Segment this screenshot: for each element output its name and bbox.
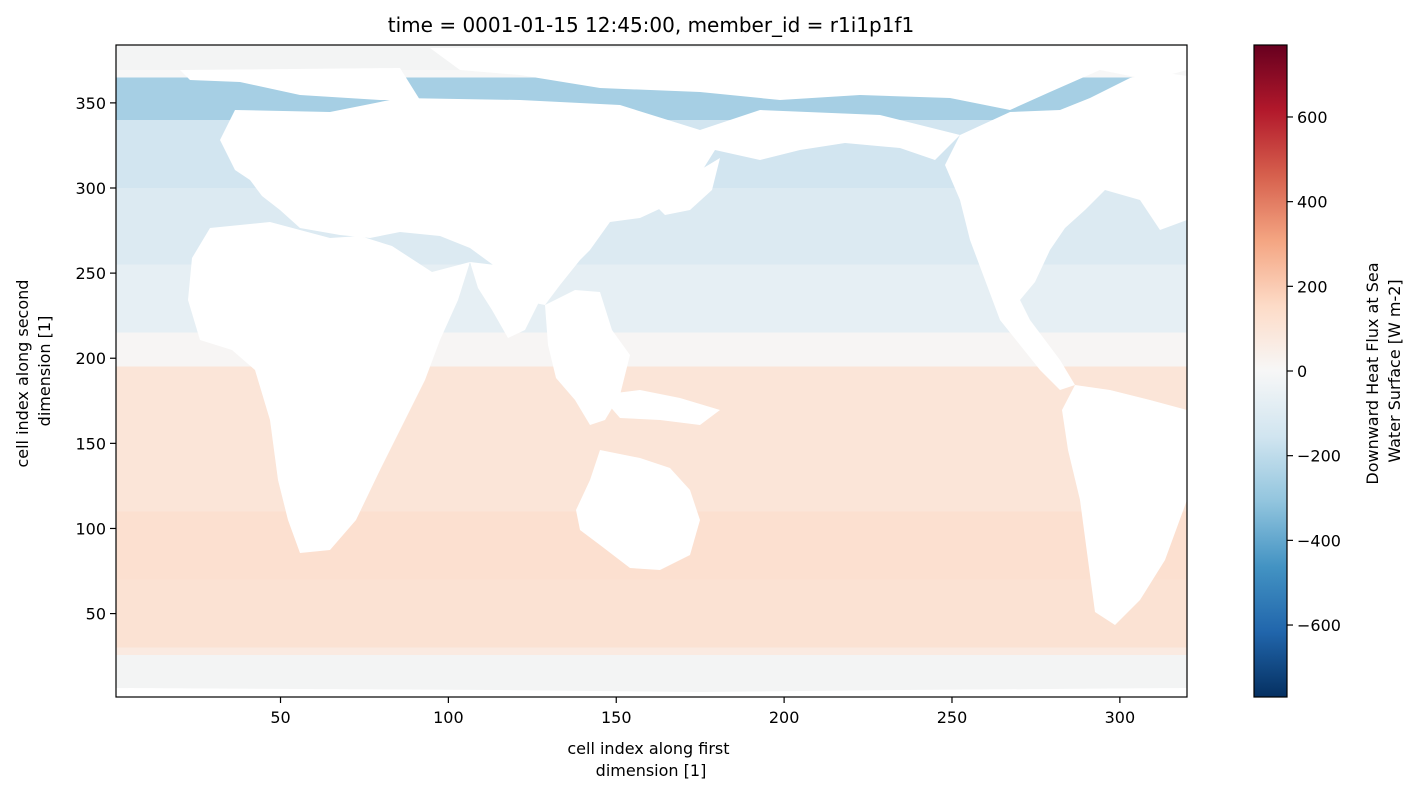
land-india (470, 262, 540, 338)
y-axis-label: cell index along second dimension [1] (13, 274, 54, 467)
plot-area (116, 45, 1187, 697)
chart-title: time = 0001-01-15 12:45:00, member_id = … (388, 13, 914, 37)
x-tick-label: 50 (270, 708, 290, 727)
colorbar-tick-label: 0 (1297, 362, 1307, 381)
y-axis-label-line-2: dimension [1] (35, 316, 54, 427)
y-tick-label: 150 (75, 434, 106, 453)
x-tick-label: 250 (937, 708, 968, 727)
colorbar-tick-label: 600 (1297, 108, 1328, 127)
land-north-polar (180, 68, 420, 100)
land-japan (650, 158, 720, 215)
colorbar-ticks: −600 −400 −200 0 200 400 600 (1287, 108, 1341, 635)
x-axis-label-line-2: dimension [1] (596, 761, 707, 780)
colorbar-tick-label: −400 (1297, 531, 1341, 550)
y-tick-label: 350 (75, 94, 106, 113)
y-tick-label: 300 (75, 179, 106, 198)
land-south-america (1062, 385, 1187, 625)
colorbar-tick-label: 400 (1297, 193, 1328, 212)
land-antarctica (116, 688, 1187, 697)
x-axis-label: cell index along first dimension [1] (567, 739, 734, 780)
land-australia (576, 450, 700, 570)
land-southeast-asia (545, 290, 630, 425)
x-tick-label: 300 (1105, 708, 1136, 727)
y-tick-label: 100 (75, 519, 106, 538)
land-north-america (945, 72, 1187, 390)
x-axis: 50 100 150 200 250 300 (270, 697, 1135, 727)
colorbar (1253, 44, 1288, 698)
y-tick-label: 250 (75, 264, 106, 283)
colorbar-tick-label: 200 (1297, 277, 1328, 296)
x-tick-label: 150 (601, 708, 632, 727)
colorbar-tick-label: −600 (1297, 616, 1341, 635)
colorbar-tick-label: −200 (1297, 447, 1341, 466)
y-axis: 50 100 150 200 250 300 350 (75, 94, 116, 624)
colorbar-label: Downward Heat Flux at Sea Water Surface … (1363, 257, 1404, 484)
colorbar-label-line-1: Downward Heat Flux at Sea (1363, 262, 1382, 484)
land-africa (188, 222, 470, 553)
land-north-polar-east (430, 46, 1187, 110)
y-tick-label: 200 (75, 349, 106, 368)
x-axis-label-line-1: cell index along first (567, 739, 729, 758)
land-eurasia (220, 98, 960, 305)
plot-frame (115, 44, 1188, 698)
colorbar-label-line-2: Water Surface [W m-2] (1385, 279, 1404, 462)
land-indonesia (600, 390, 720, 425)
x-tick-label: 200 (769, 708, 800, 727)
y-tick-label: 50 (86, 605, 106, 624)
land-madagascar (362, 420, 384, 490)
y-axis-label-line-1: cell index along second (13, 280, 32, 468)
x-tick-label: 100 (433, 708, 464, 727)
